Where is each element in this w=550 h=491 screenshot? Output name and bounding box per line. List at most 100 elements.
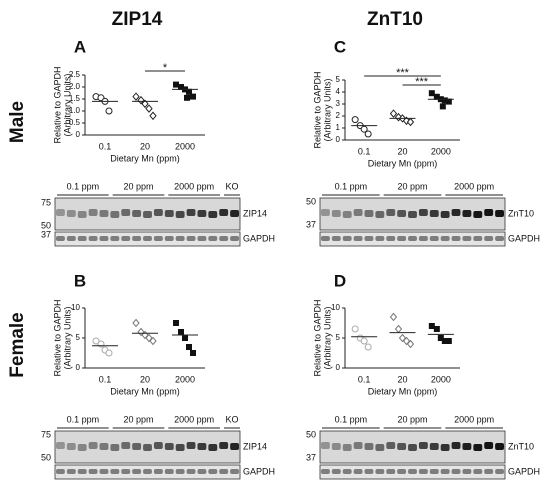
y-tick-label: 4: [336, 87, 341, 96]
mw-marker: 37: [306, 219, 316, 229]
band: [375, 444, 385, 451]
blot-label: GAPDH: [243, 233, 275, 243]
data-point: [149, 111, 157, 121]
significance-label: ***: [396, 67, 410, 79]
data-point: [437, 335, 444, 341]
band: [121, 236, 131, 241]
band: [56, 209, 65, 216]
band: [208, 236, 218, 241]
band: [429, 443, 439, 450]
row-title: Male: [7, 101, 28, 143]
blot-label: GAPDH: [243, 466, 275, 476]
band: [364, 210, 374, 217]
band: [219, 442, 229, 449]
band: [88, 469, 98, 474]
band: [230, 443, 239, 450]
band: [331, 236, 341, 241]
data-point: [141, 99, 149, 109]
data-point: [360, 337, 368, 345]
band: [440, 444, 450, 451]
band: [386, 236, 396, 241]
band: [66, 236, 76, 241]
y-tick-label: 5: [336, 75, 341, 84]
band: [132, 469, 142, 474]
x-tick-label: 20: [397, 374, 407, 384]
band: [321, 209, 330, 216]
x-tick-label: 2000: [431, 146, 451, 156]
data-point: [445, 98, 452, 105]
data-point: [428, 323, 435, 329]
band: [143, 236, 152, 241]
band: [429, 469, 439, 474]
band: [77, 444, 87, 451]
blot-group-label: 20 ppm: [123, 414, 153, 424]
band: [375, 236, 385, 241]
y-tick-label: 0: [336, 135, 341, 144]
band: [495, 236, 504, 241]
band: [208, 469, 218, 474]
blot-group-label: 2000 ppm: [454, 181, 494, 191]
data-point: [137, 95, 145, 105]
y-tick-label: 2.0: [69, 82, 81, 91]
band: [175, 211, 185, 218]
x-axis-label: Dietary Mn (ppm): [368, 386, 438, 396]
blot-group-label: 0.1 ppm: [335, 414, 368, 424]
data-point: [428, 90, 435, 97]
x-tick-label: 0.1: [358, 146, 371, 156]
significance-label: ***: [415, 76, 429, 88]
mw-marker: 50: [41, 220, 51, 230]
data-point: [364, 343, 372, 351]
band: [353, 236, 363, 241]
x-tick-label: 20: [397, 146, 407, 156]
band: [219, 236, 229, 241]
blot-label: ZnT10: [508, 208, 534, 218]
band: [208, 444, 218, 451]
band: [164, 210, 174, 217]
data-point: [351, 325, 359, 333]
band: [175, 236, 185, 241]
band: [132, 443, 142, 450]
band: [77, 236, 87, 241]
band: [386, 209, 396, 216]
band: [331, 469, 341, 474]
band: [153, 469, 163, 474]
band: [397, 469, 407, 474]
mw-marker: 75: [41, 429, 51, 439]
band: [353, 442, 363, 449]
band: [77, 211, 87, 218]
band: [418, 236, 428, 241]
band: [408, 211, 417, 218]
band: [66, 443, 76, 450]
band: [99, 469, 109, 474]
blot-group-label: 20 ppm: [123, 181, 153, 191]
data-point: [351, 116, 359, 124]
data-point: [364, 130, 372, 138]
band: [77, 469, 87, 474]
data-point: [105, 107, 113, 115]
band: [397, 443, 407, 450]
y-axis-label: Relative to GAPDH: [312, 299, 322, 376]
data-point: [132, 92, 140, 101]
band: [56, 442, 65, 449]
y-tick-label: 3: [336, 99, 341, 108]
y-tick-label: 10: [331, 303, 340, 312]
band: [484, 469, 494, 474]
data-point: [433, 93, 440, 100]
band: [495, 210, 504, 217]
y-axis-label: (Arbitrary Units): [322, 306, 332, 369]
band: [321, 442, 330, 449]
band: [353, 469, 363, 474]
band: [56, 236, 65, 241]
band: [397, 236, 407, 241]
band: [164, 443, 174, 450]
y-tick-label: 2.5: [69, 70, 81, 79]
band: [153, 236, 163, 241]
band: [197, 210, 207, 217]
mw-marker: 75: [41, 197, 51, 207]
x-tick-label: 2000: [431, 374, 451, 384]
significance-label: *: [163, 62, 168, 74]
band: [132, 236, 142, 241]
y-tick-label: 2: [336, 111, 341, 120]
band: [418, 209, 428, 216]
band: [375, 469, 385, 474]
